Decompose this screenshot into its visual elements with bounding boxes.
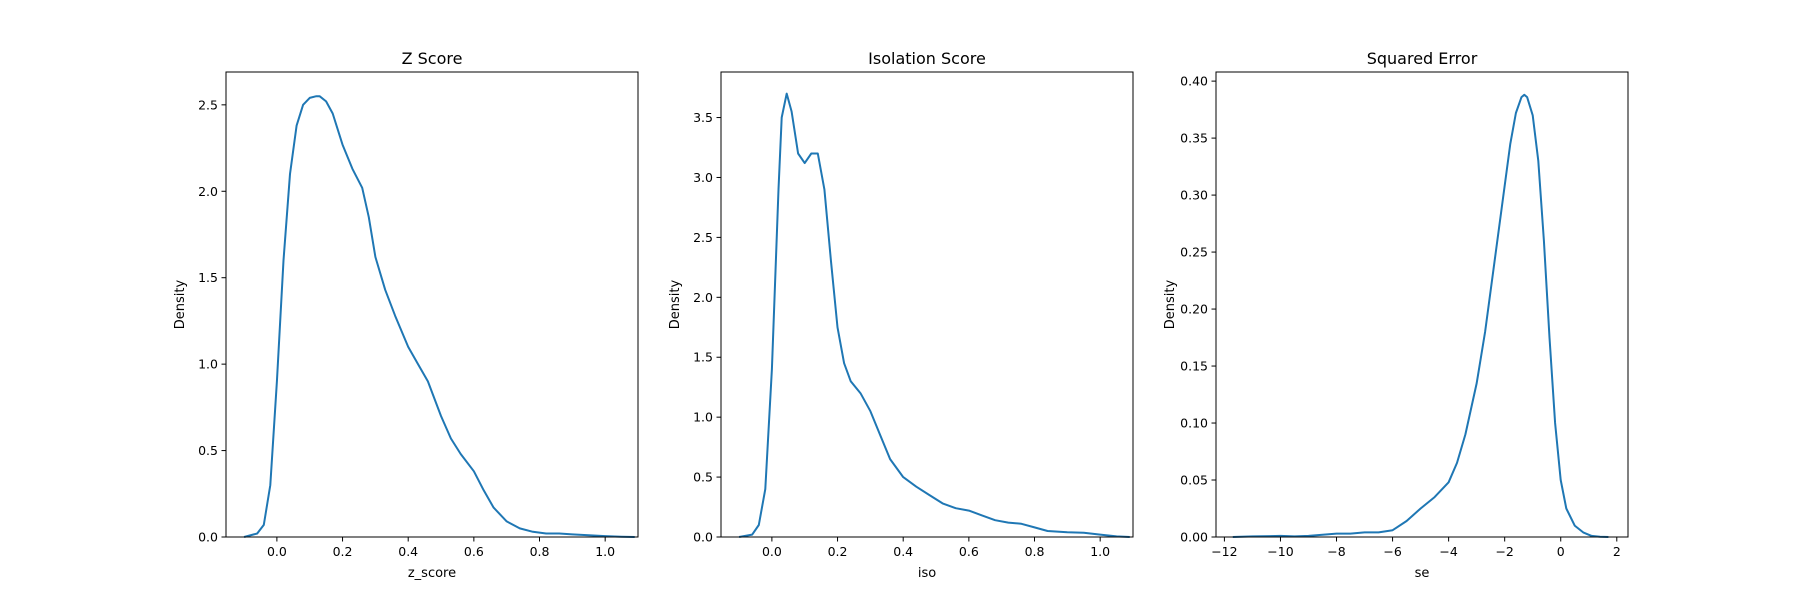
x-tick-label: 0.0: [762, 544, 782, 559]
y-tick-label: 2.5: [198, 97, 218, 112]
x-tick-label: 0: [1557, 544, 1565, 559]
chart-panel-3: −12 −10 −8 −6 −4 −2 0 2 0.00 0.05 0.10 0.15 0.20 0.25…: [1163, 49, 1629, 581]
x-axis-label: iso: [918, 566, 936, 581]
y-tick-label: 0.0: [693, 530, 713, 545]
x-tick-label: −2: [1495, 544, 1513, 559]
x-tick-label: 0.0: [267, 544, 287, 559]
x-tick-label: 0.2: [828, 544, 848, 559]
x-tick-label: 0.2: [333, 544, 353, 559]
density-line: [243, 95, 635, 538]
y-tick-label: 2.0: [198, 184, 218, 199]
y-axis-label: Density: [173, 279, 188, 329]
x-tick-label: 1.0: [595, 544, 615, 559]
y-tick-label: 1.0: [198, 357, 218, 372]
y-tick-label: 0.00: [1180, 530, 1208, 545]
y-tick-label: 0.5: [693, 470, 713, 485]
density-line: [738, 92, 1130, 538]
y-tick-label: 1.5: [198, 270, 218, 285]
y-tick-label: 2.5: [693, 230, 713, 245]
chart-title: Z Score: [402, 49, 463, 68]
x-tick-label: 0.6: [464, 544, 484, 559]
y-tick-label: 0.15: [1180, 359, 1208, 374]
y-tick-label: 3.0: [693, 170, 713, 185]
chart-title: Squared Error: [1367, 49, 1478, 68]
y-axis-label: Density: [1163, 279, 1178, 329]
y-tick-label: 1.0: [693, 410, 713, 425]
axes-frame: [720, 71, 1134, 538]
axes-frame: [1215, 71, 1629, 538]
y-tick-label: 0.10: [1180, 416, 1208, 431]
x-tick-label: −6: [1383, 544, 1401, 559]
y-tick-label: 1.5: [693, 350, 713, 365]
x-tick-label: 0.8: [530, 544, 550, 559]
x-tick-label: 0.6: [959, 544, 979, 559]
y-tick-label: 0.30: [1180, 188, 1208, 203]
y-tick-label: 0.35: [1180, 131, 1208, 146]
chart-panel-2: 0.0 0.2 0.4 0.6 0.8 1.0 0.0 0.5 1.0 1.5 2.0 2.5 3.0 3…: [668, 49, 1134, 581]
chart-title: Isolation Score: [868, 49, 986, 68]
x-axis-label: se: [1415, 566, 1430, 581]
y-tick-label: 0.5: [198, 443, 218, 458]
x-tick-label: −12: [1211, 544, 1237, 559]
x-tick-label: −10: [1267, 544, 1293, 559]
y-tick-label: 0.40: [1180, 74, 1208, 89]
y-tick-label: 0.0: [198, 530, 218, 545]
y-tick-label: 2.0: [693, 290, 713, 305]
x-axis-label: z_score: [408, 566, 456, 581]
x-tick-label: 2: [1613, 544, 1621, 559]
x-tick-label: 0.8: [1025, 544, 1045, 559]
chart-panel-1: 0.0 0.2 0.4 0.6 0.8 1.0 0.0 0.5 1.0 1.5 2.0 2.5 Z Sc…: [173, 49, 639, 581]
x-tick-label: 1.0: [1090, 544, 1110, 559]
y-tick-label: 3.5: [693, 110, 713, 125]
x-tick-label: −4: [1439, 544, 1457, 559]
x-tick-label: 0.4: [893, 544, 913, 559]
density-line: [1232, 93, 1609, 538]
x-tick-label: −8: [1327, 544, 1345, 559]
y-axis-label: Density: [668, 279, 683, 329]
x-tick-label: 0.4: [398, 544, 418, 559]
y-tick-label: 0.25: [1180, 245, 1208, 260]
y-tick-label: 0.20: [1180, 302, 1208, 317]
y-tick-label: 0.05: [1180, 473, 1208, 488]
axes-frame: [225, 71, 639, 538]
